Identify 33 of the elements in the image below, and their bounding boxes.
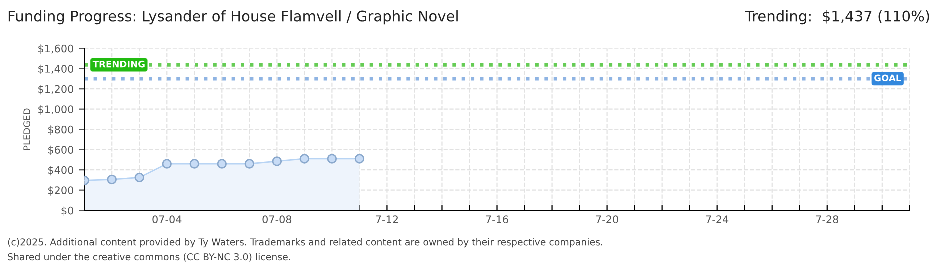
y-tick-label: $800 bbox=[48, 126, 74, 136]
x-tick-label: 07-08 bbox=[262, 216, 292, 224]
text: (c)2025. Additional content provided by Ty Waters. Trademarks and related content are owned by their respective companies. bbox=[8, 238, 602, 248]
y-tick-label: $1,400 bbox=[38, 64, 74, 74]
y-tick-label: $1,600 bbox=[38, 44, 74, 54]
x-tick-label: 07-04 bbox=[152, 216, 182, 224]
ref-line-label: GOAL bbox=[874, 74, 902, 82]
y-tick-label: $1,200 bbox=[38, 85, 74, 95]
point bbox=[244, 159, 255, 169]
y-tick-label: $600 bbox=[48, 146, 74, 156]
chart-title: Funding Progress: Lysander of House Flamvell / Graphic Novel bbox=[8, 10, 458, 25]
y-tick-label: $1,000 bbox=[38, 105, 74, 115]
point bbox=[272, 156, 282, 166]
y-tick-label: $400 bbox=[48, 166, 74, 176]
point bbox=[217, 159, 228, 169]
x-tick-label: 7-16 bbox=[486, 216, 508, 224]
x-tick-label: 7-20 bbox=[596, 216, 618, 224]
y-tick-label: $0 bbox=[62, 206, 74, 216]
point bbox=[162, 159, 172, 169]
chart-subtitle: Trending: $1,437 (110%) bbox=[745, 10, 930, 25]
x-tick-label: 7-24 bbox=[706, 216, 729, 224]
x-tick-label: 7-12 bbox=[376, 216, 398, 224]
y-tick-label: $200 bbox=[48, 186, 74, 196]
x-tick-label: 7-28 bbox=[816, 216, 838, 224]
point bbox=[300, 154, 310, 164]
point bbox=[134, 172, 144, 183]
point bbox=[190, 159, 200, 169]
point bbox=[354, 154, 365, 164]
y-axis-title: PLEDGED bbox=[24, 108, 30, 150]
point bbox=[327, 154, 338, 164]
text: Shared under the creative commons (CC BY-NC 3.0) license. bbox=[8, 253, 290, 262]
point bbox=[107, 174, 117, 185]
ref-line-label: TRENDING bbox=[92, 60, 145, 68]
